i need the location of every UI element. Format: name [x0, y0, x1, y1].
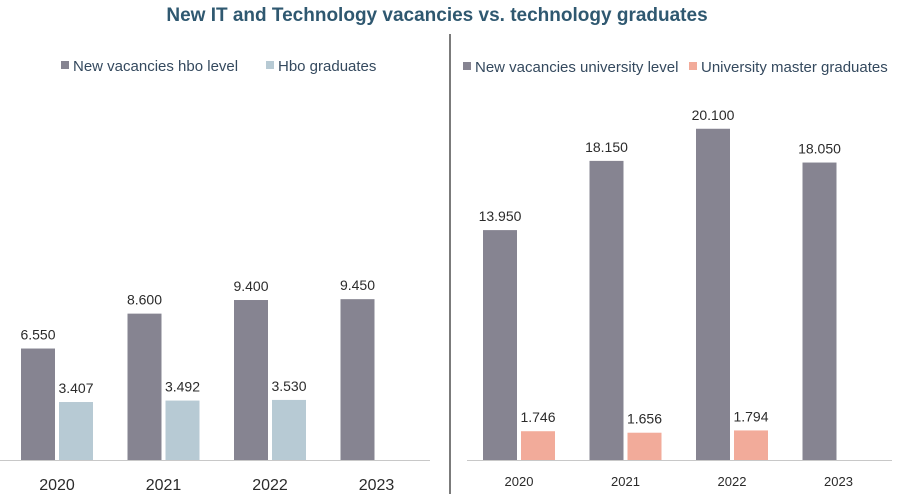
chart-title: New IT and Technology vacancies vs. tech…	[166, 5, 707, 26]
x-tick-label-1-1: 2021	[611, 474, 640, 489]
bar-0-0-0	[21, 348, 55, 460]
data-label-0-0-2: 9.400	[233, 278, 268, 294]
x-tick-label-1-3: 2023	[824, 474, 853, 489]
bar-1-0-3	[802, 162, 837, 460]
legend-swatch-0-0	[61, 61, 69, 69]
bar-0-0-3	[340, 299, 375, 460]
bar-0-1-2	[272, 399, 306, 460]
data-label-1-0-3: 18.050	[798, 141, 841, 157]
data-label-0-0-3: 9.450	[340, 277, 375, 293]
data-label-1-0-0: 13.950	[479, 208, 522, 224]
bar-0-0-2	[234, 300, 268, 460]
x-tick-label-1-0: 2020	[505, 474, 534, 489]
legend-label-0-1: Hbo graduates	[278, 58, 376, 75]
x-tick-label-0-0: 2020	[39, 477, 75, 494]
x-tick-label-0-3: 2023	[359, 477, 395, 494]
data-label-0-0-1: 8.600	[127, 292, 162, 308]
data-label-1-0-2: 20.100	[692, 107, 735, 123]
bar-1-0-1	[589, 160, 624, 460]
bar-0-0-1	[127, 313, 162, 460]
university-chart-panel: New vacancies university level University…	[463, 59, 892, 489]
data-label-1-1-0: 1.746	[520, 409, 555, 425]
x-tick-label-0-1: 2021	[146, 477, 182, 494]
legend-label-1-0: New vacancies university level	[475, 59, 678, 76]
data-label-0-1-2: 3.530	[271, 378, 306, 394]
x-tick-label-1-2: 2022	[718, 474, 747, 489]
data-label-1-1-2: 1.794	[733, 408, 768, 424]
data-label-0-1-0: 3.407	[58, 380, 93, 396]
bar-0-1-0	[59, 402, 93, 460]
legend-label-1-1: University master graduates	[701, 59, 888, 76]
data-label-1-1-1: 1.656	[627, 411, 662, 427]
data-label-1-0-1: 18.150	[585, 139, 628, 155]
x-tick-label-0-2: 2022	[252, 477, 288, 494]
legend-swatch-0-1	[266, 61, 274, 69]
data-label-0-0-0: 6.550	[20, 327, 55, 343]
bar-1-0-0	[483, 230, 517, 460]
data-label-0-1-1: 3.492	[165, 379, 200, 395]
bar-1-0-2	[696, 128, 730, 460]
bar-1-1-1	[627, 432, 662, 460]
hbo-chart-panel: New vacancies hbo level Hbo graduates 6.55…	[0, 58, 430, 494]
legend-label-0-0: New vacancies hbo level	[73, 58, 238, 75]
bar-0-1-1	[165, 400, 200, 460]
legend-swatch-1-0	[463, 62, 471, 70]
legend-swatch-1-1	[689, 62, 697, 70]
bar-1-1-2	[734, 430, 768, 460]
bar-1-1-0	[521, 431, 555, 460]
